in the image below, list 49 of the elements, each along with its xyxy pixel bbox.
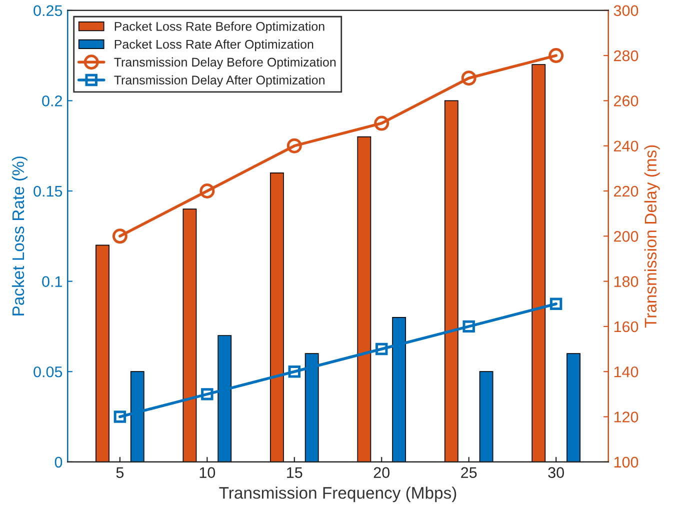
point <box>286 138 302 154</box>
x-tick-label: 20 <box>374 467 390 478</box>
point <box>114 410 126 423</box>
point <box>462 320 475 333</box>
y2-tick-label: 100 <box>614 456 638 468</box>
point <box>461 70 476 86</box>
legend-label: Transmission Delay After Optimization <box>114 75 324 87</box>
bar <box>566 353 580 462</box>
y2-tick-label: 120 <box>614 412 638 422</box>
y2-tick-label: 180 <box>614 276 638 287</box>
legend-label: Packet Loss Rate Before Optimization <box>114 22 324 34</box>
y2-tick-label: 300 <box>614 5 638 16</box>
bar <box>479 371 494 462</box>
x-tick-label: 30 <box>548 467 564 478</box>
y2-tick-label: 200 <box>614 231 638 242</box>
y2-tick-label: 140 <box>614 366 638 378</box>
x-tick-label: 25 <box>461 467 477 478</box>
y2-axis-title: Transmission Delay (ms) <box>644 145 660 328</box>
point <box>550 298 562 310</box>
point <box>112 228 128 244</box>
y-tick-label: 0.15 <box>34 186 62 197</box>
x-tick-label: 10 <box>200 467 216 478</box>
y2-tick-label: 280 <box>614 50 638 62</box>
x-tick-label: 15 <box>287 467 302 478</box>
y2-tick-label: 160 <box>614 321 638 332</box>
y-axis-title: Packet Loss Rate (%) <box>12 156 28 316</box>
point <box>376 342 388 356</box>
point <box>200 183 215 198</box>
y-tick-label: 0.05 <box>34 366 62 378</box>
x-axis-title: Transmission Frequency (Mbps) <box>219 486 456 502</box>
bar <box>270 172 284 462</box>
point <box>548 48 564 64</box>
bar <box>444 100 458 462</box>
bar <box>182 208 197 462</box>
point <box>201 388 214 400</box>
y-tick-label: 0.1 <box>42 276 62 287</box>
y2-tick-label: 220 <box>614 186 638 197</box>
y-tick-label: 0.25 <box>34 5 62 16</box>
point <box>374 116 390 131</box>
y2-tick-label: 260 <box>614 96 638 106</box>
y-tick-label: 0 <box>54 456 62 468</box>
x-tick-label: 5 <box>116 467 124 478</box>
bar <box>357 136 372 462</box>
bar <box>96 244 110 462</box>
point <box>288 365 300 378</box>
legend-label: Transmission Delay Before Optimization <box>114 57 336 70</box>
y2-tick-label: 240 <box>614 140 638 152</box>
legend-label: Packet Loss Rate After Optimization <box>114 40 314 52</box>
y-tick-label: 0.2 <box>42 96 62 106</box>
